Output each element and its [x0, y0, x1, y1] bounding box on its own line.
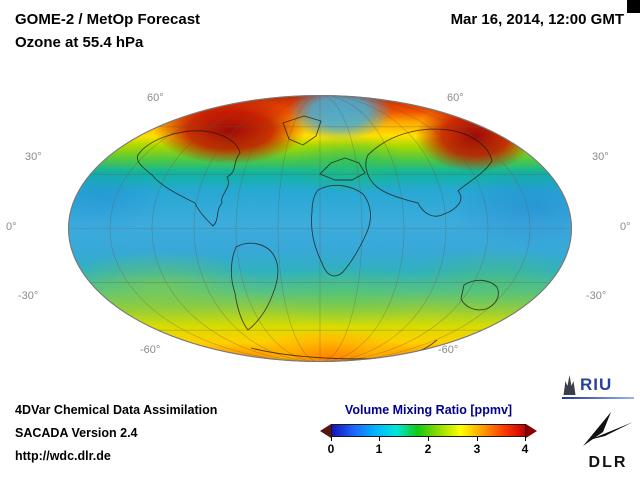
- riu-logo: RIU: [562, 375, 636, 399]
- page-subtitle: Ozone at 55.4 hPa: [15, 34, 144, 51]
- lat-label-30n-left: 30°: [25, 151, 42, 163]
- colorbar-tickmark: [525, 437, 526, 441]
- footer-line-url: http://wdc.dlr.de: [15, 449, 111, 463]
- colorbar-ticks: 0 1 2 3 4: [320, 437, 537, 458]
- colorbar-tickmark: [428, 437, 429, 441]
- colorbar-tick-1: 1: [375, 442, 383, 456]
- riu-cathedral-icon: [563, 375, 576, 395]
- colorbar-title: Volume Mixing Ratio [ppmv]: [344, 403, 513, 417]
- coastline-greenland: [282, 115, 322, 146]
- lat-label-0-left: 0°: [6, 221, 17, 233]
- lat-label-30n-right: 30°: [592, 151, 609, 163]
- colorbar-over-arrow: [526, 423, 537, 438]
- colorbar-tick-0: 0: [327, 442, 335, 456]
- lat-label-30s-left: -30°: [18, 290, 39, 302]
- graticule: [68, 95, 572, 362]
- colorbar-tick-4: 4: [521, 442, 529, 456]
- colorbar-under-arrow: [320, 423, 331, 438]
- lat-label-30s-right: -30°: [586, 290, 607, 302]
- colorbar-bar-row: [320, 423, 537, 438]
- dlr-wing-icon: [583, 412, 633, 446]
- map-overlay: [68, 95, 572, 362]
- lat-label-60n-left: 60°: [147, 92, 164, 104]
- colorbar-tick-2: 2: [424, 442, 432, 456]
- colorbar-tick-3: 3: [473, 442, 481, 456]
- lat-label-60n-right: 60°: [447, 92, 464, 104]
- lat-label-60s-right: -60°: [438, 344, 459, 356]
- colorbar-tickmark: [379, 437, 380, 441]
- coastline-north-america: [136, 130, 241, 227]
- map-outline: [68, 95, 572, 362]
- dlr-logo: DLR: [578, 410, 638, 472]
- footer-line-assimilation: 4DVar Chemical Data Assimilation: [15, 403, 218, 417]
- coastline-asia: [365, 128, 493, 217]
- footer: 4DVar Chemical Data Assimilation SACADA …: [15, 399, 217, 468]
- datetime-label: Mar 16, 2014, 12:00 GMT: [450, 11, 624, 28]
- colorbar-gradient: [331, 424, 526, 437]
- colorbar-tickmark: [477, 437, 478, 441]
- dlr-logo-text: DLR: [588, 454, 628, 471]
- colorbar: Volume Mixing Ratio [ppmv] 0 1 2 3 4: [320, 403, 537, 458]
- lat-label-60s-left: -60°: [140, 344, 161, 356]
- world-map: [68, 95, 572, 362]
- header: GOME-2 / MetOp Forecast Ozone at 55.4 hP…: [15, 8, 200, 54]
- corner-marker: [627, 0, 640, 13]
- riu-logo-text: RIU: [580, 375, 613, 394]
- ozone-field: [68, 95, 572, 362]
- page-title: GOME-2 / MetOp Forecast: [15, 11, 201, 28]
- coastline-europe: [319, 157, 366, 181]
- coastline-south-america: [230, 242, 279, 331]
- footer-line-version: SACADA Version 2.4: [15, 426, 138, 440]
- riu-logo-underline: [562, 397, 634, 399]
- lat-label-0-right: 0°: [620, 221, 631, 233]
- colorbar-tickmark: [331, 437, 332, 441]
- coastline-africa: [311, 184, 371, 277]
- coastlines: [136, 115, 499, 360]
- coastline-australia: [460, 279, 499, 311]
